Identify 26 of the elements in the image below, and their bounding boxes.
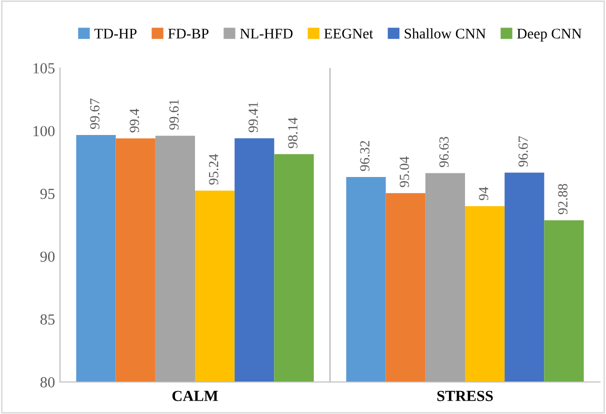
data-label: 99.61 (169, 100, 179, 130)
data-label: 99.67 (90, 98, 100, 129)
legend-label: NL-HFD (240, 28, 293, 38)
data-label: 95.04 (400, 156, 410, 188)
data-label: 99.41 (248, 102, 258, 132)
legend-label: EEGNet (324, 28, 374, 39)
data-label: 96.63 (439, 136, 449, 168)
legend-label: FD-BP (168, 28, 208, 38)
data-label: 92.88 (558, 184, 568, 214)
x-tick-label: CALM (172, 390, 218, 402)
legend-label: Shallow CNN (404, 28, 486, 39)
data-label: 96.32 (360, 140, 370, 172)
y-tick-label: 95 (40, 188, 55, 200)
y-tick-label: 100 (34, 126, 55, 136)
data-label: 94 (478, 186, 488, 200)
data-label: 99.4 (130, 108, 140, 132)
legend-label: TD-HP (94, 28, 137, 38)
legend-label: Deep CNN (517, 28, 582, 42)
y-tick-label: 105 (34, 63, 55, 74)
x-tick-label: STRESS (437, 390, 493, 402)
y-tick-label: 90 (40, 252, 55, 262)
y-tick-label: 80 (40, 377, 55, 388)
data-label: 98.14 (288, 118, 298, 148)
data-label: 96.67 (518, 136, 528, 167)
data-label: 95.24 (208, 154, 218, 185)
y-tick-label: 85 (40, 314, 55, 325)
